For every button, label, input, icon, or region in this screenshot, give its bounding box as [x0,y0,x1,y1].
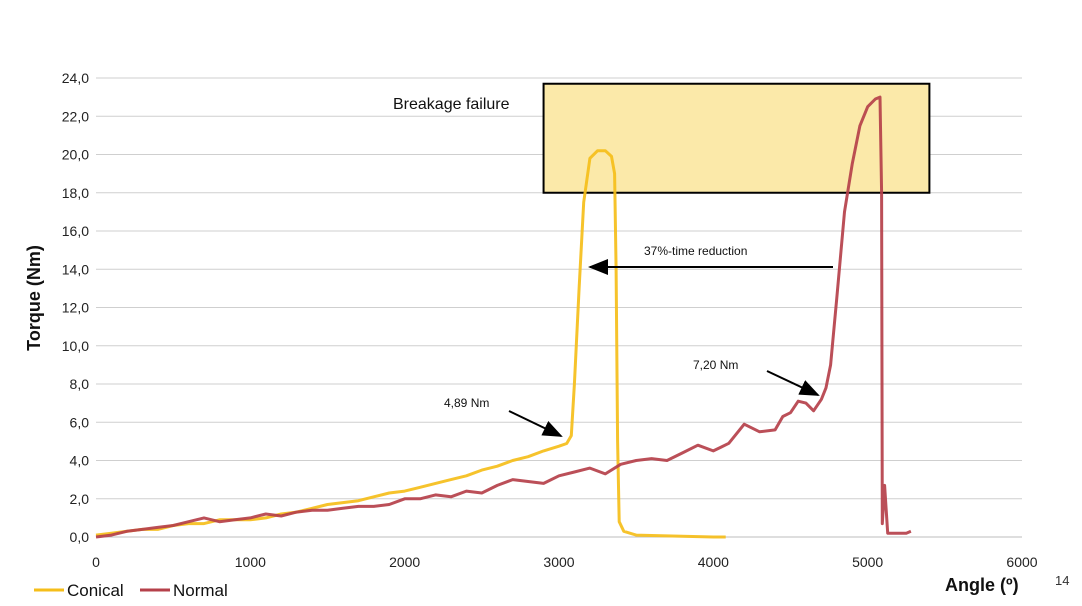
breakage-highlight-box [542,82,931,194]
y-axis-label: Torque (Nm) [24,245,44,351]
y-tick-label: 18,0 [62,185,89,201]
y-tick-label: 24,0 [62,70,89,86]
legend-label-normal: Normal [173,581,228,600]
x-tick-label: 0 [92,554,100,570]
y-tick-label: 4,0 [70,453,90,469]
y-tick-label: 22,0 [62,108,89,124]
y-tick-label: 10,0 [62,338,89,354]
x-tick-label: 4000 [698,554,729,570]
x-tick-label: 6000 [1006,554,1037,570]
series-lines [95,95,912,539]
y-tick-label: 14,0 [62,261,89,277]
y-tick-label: 0,0 [70,529,90,545]
y-tick-labels: 0,0 2,0 4,0 6,0 8,0 10,0 12,0 14,0 16,0 18,0 20,0 2… [62,70,89,545]
normal-torque-arrow [766,370,820,396]
y-tick-label: 16,0 [62,223,89,239]
y-tick-label: 8,0 [70,376,90,392]
x-tick-label: 2000 [389,554,420,570]
legend-label-conical: Conical [67,581,124,600]
conical-torque-arrow [508,410,563,437]
x-tick-labels: 0 1000 2000 3000 4000 5000 6000 [92,554,1038,570]
y-tick-label: 20,0 [62,147,89,163]
series-line-conical [95,149,726,539]
y-tick-label: 6,0 [70,414,90,430]
y-tick-label: 2,0 [70,491,90,507]
x-tick-label: 1000 [235,554,266,570]
annotation-breakage-failure: Breakage failure [393,96,510,113]
x-tick-label: 5000 [852,554,883,570]
legend: Conical Normal [34,581,228,600]
annotation-time-reduction: 37%-time reduction [644,244,747,258]
x-tick-label: 3000 [543,554,574,570]
page-number: 14 [1055,573,1069,588]
annotation-normal-torque: 7,20 Nm [693,358,738,372]
series-line-normal [95,95,912,539]
y-tick-label: 12,0 [62,300,89,316]
x-axis-label: Angle (º) [945,575,1019,595]
annotation-conical-torque: 4,89 Nm [444,396,489,410]
